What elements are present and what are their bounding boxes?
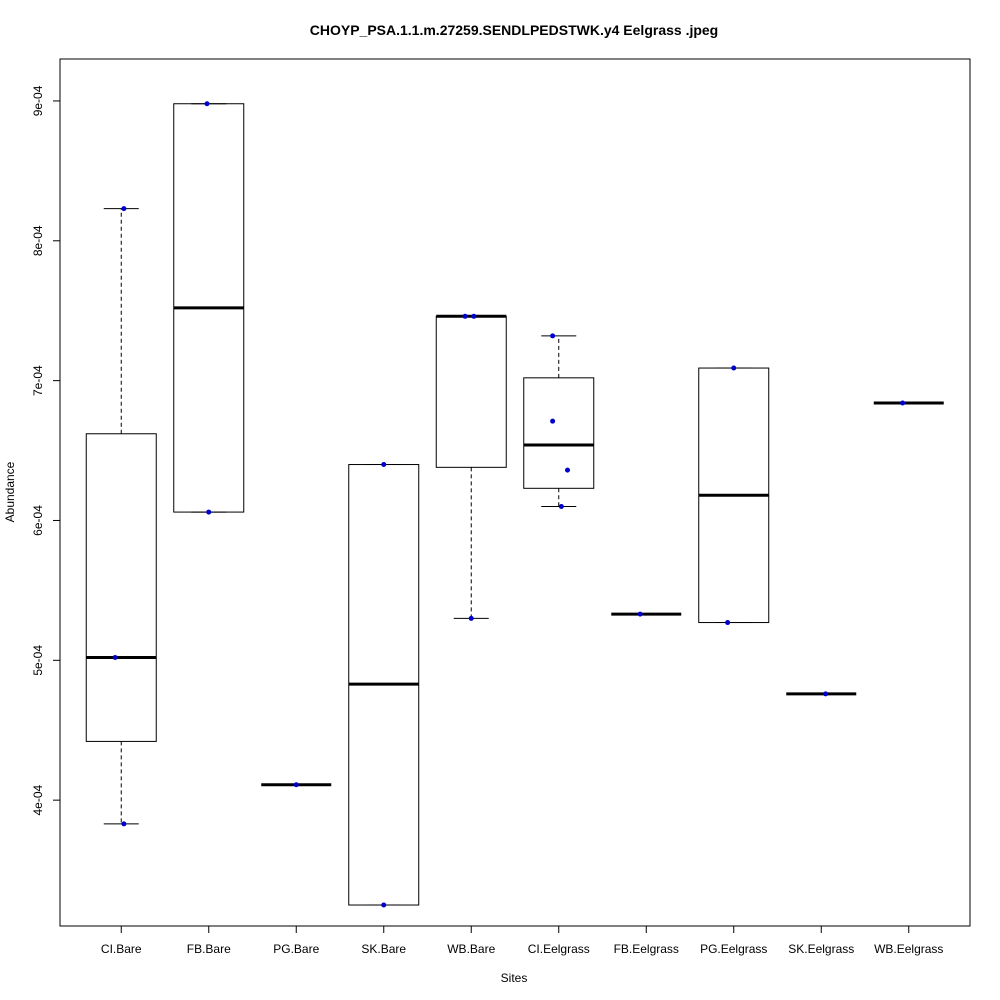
data-point — [558, 503, 564, 509]
y-tick-label: 6e-04 — [31, 505, 45, 536]
data-point — [381, 462, 387, 468]
x-tick-label: PG.Bare — [273, 942, 319, 956]
data-point — [550, 333, 556, 339]
data-point — [471, 313, 477, 319]
iqr-box — [523, 377, 595, 489]
data-point — [637, 611, 643, 617]
y-tick-label: 5e-04 — [31, 645, 45, 676]
x-axis: CI.Bare FB.Bare PG.Bare SK.Bare WB.Bare CI.Ee… — [101, 926, 943, 956]
x-tick-label: SK.Eelgrass — [788, 942, 854, 956]
y-axis: 4e-04 5e-04 6e-04 7e-04 8e-04 9e-04 — [31, 85, 60, 815]
data-point — [468, 615, 474, 621]
box-ci-bare — [85, 206, 157, 827]
y-axis-label: Abundance — [3, 461, 17, 522]
x-tick-label: CI.Bare — [101, 942, 142, 956]
data-point — [565, 467, 570, 473]
x-tick-label: FB.Eelgrass — [614, 942, 679, 956]
data-point — [112, 655, 118, 661]
y-tick-label: 8e-04 — [31, 225, 45, 256]
data-point — [204, 101, 210, 107]
y-tick-label: 4e-04 — [31, 784, 45, 815]
data-point — [900, 400, 906, 406]
data-point — [550, 418, 556, 424]
box-pg-bare — [261, 782, 332, 788]
x-axis-label: Sites — [501, 971, 528, 985]
data-point — [731, 365, 737, 371]
y-tick-label: 7e-04 — [31, 365, 45, 396]
data-point — [725, 620, 731, 626]
y-tick-label: 9e-04 — [31, 85, 45, 116]
box-sk-bare — [348, 462, 420, 908]
boxes-group — [85, 101, 944, 908]
box-fb-bare — [173, 101, 245, 515]
box-wb-bare — [435, 313, 507, 621]
x-tick-label: WB.Bare — [447, 942, 495, 956]
data-point — [293, 782, 299, 788]
chart-title: CHOYP_PSA.1.1.m.27259.SENDLPEDSTWK.y4 Ee… — [310, 22, 719, 38]
iqr-box — [435, 315, 507, 468]
data-point — [206, 509, 212, 515]
box-wb-eelgrass — [873, 400, 944, 406]
x-tick-label: CI.Eelgrass — [528, 942, 590, 956]
box-sk-eelgrass — [786, 691, 857, 697]
iqr-box — [85, 433, 157, 742]
data-point — [462, 313, 468, 319]
data-point — [823, 691, 829, 697]
data-point — [121, 821, 127, 827]
box-fb-eelgrass — [611, 611, 682, 617]
data-point — [121, 206, 127, 212]
plot-frame — [59, 58, 971, 927]
data-point — [381, 902, 387, 908]
x-tick-label: WB.Eelgrass — [874, 942, 943, 956]
box-ci-eelgrass — [523, 333, 595, 509]
x-tick-label: FB.Bare — [187, 942, 231, 956]
box-pg-eelgrass — [698, 365, 770, 626]
x-tick-label: PG.Eelgrass — [700, 942, 767, 956]
x-tick-label: SK.Bare — [361, 942, 406, 956]
